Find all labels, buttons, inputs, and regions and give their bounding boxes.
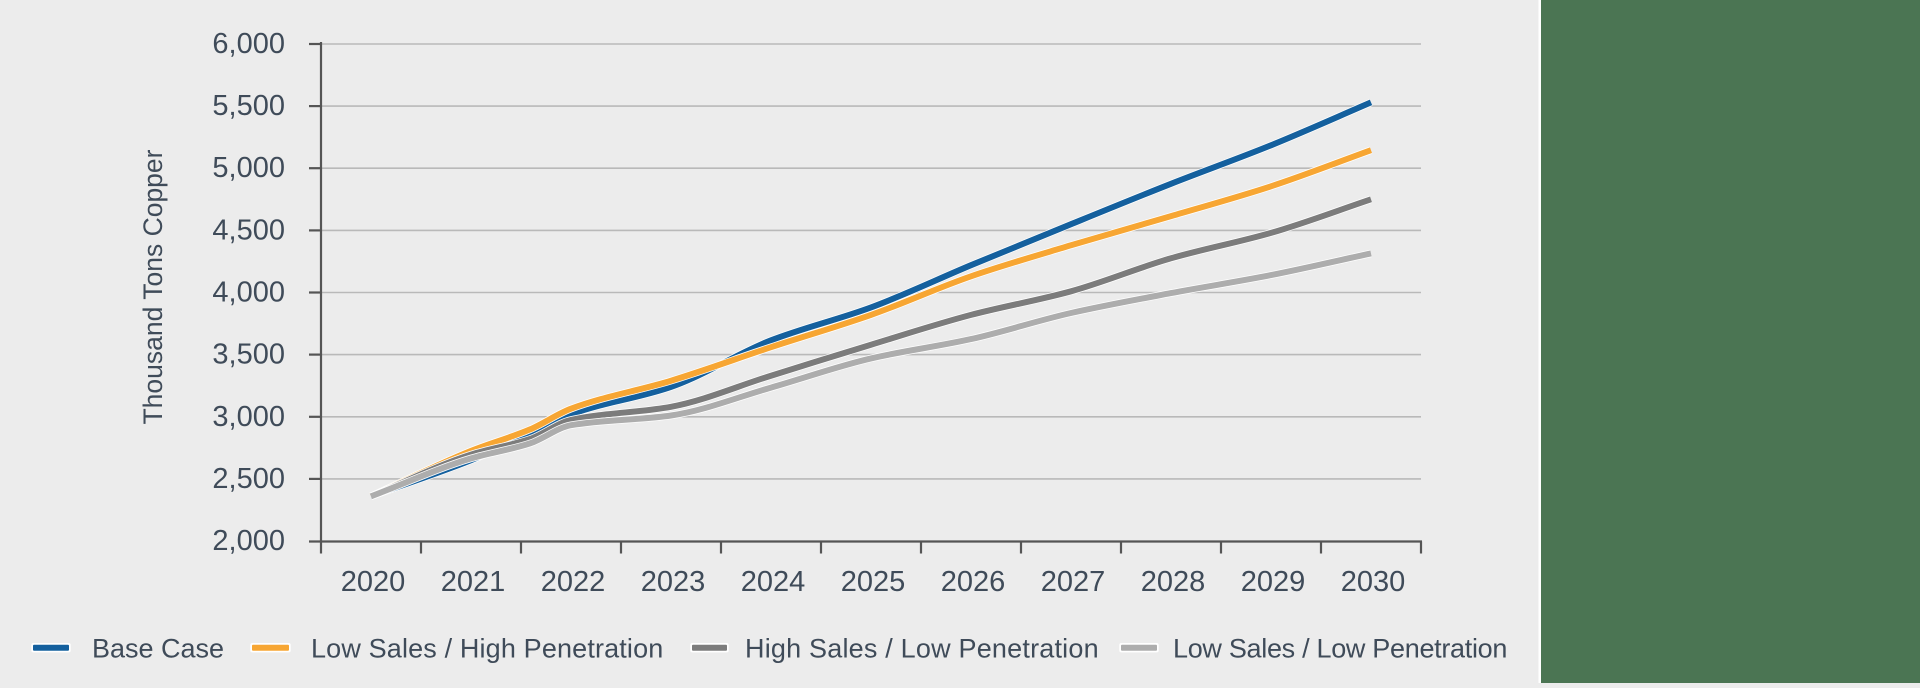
- svg-text:2026: 2026: [941, 566, 1006, 598]
- svg-text:Low Sales / High Penetration: Low Sales / High Penetration: [311, 634, 663, 664]
- svg-text:2020: 2020: [341, 566, 406, 598]
- svg-text:5,000: 5,000: [212, 152, 285, 184]
- svg-text:2,000: 2,000: [212, 525, 285, 557]
- svg-text:2029: 2029: [1241, 566, 1306, 598]
- svg-text:2022: 2022: [541, 566, 606, 598]
- svg-text:2025: 2025: [841, 566, 906, 598]
- svg-text:6,000: 6,000: [212, 28, 285, 60]
- svg-text:5,500: 5,500: [212, 90, 285, 122]
- svg-text:2021: 2021: [441, 566, 506, 598]
- svg-text:2024: 2024: [741, 566, 806, 598]
- svg-text:High Sales / Low Penetration: High Sales / Low Penetration: [745, 634, 1099, 664]
- svg-text:3,500: 3,500: [212, 339, 285, 371]
- svg-text:2030: 2030: [1341, 566, 1406, 598]
- svg-text:2027: 2027: [1041, 566, 1106, 598]
- svg-text:2028: 2028: [1141, 566, 1206, 598]
- svg-text:Low Sales / Low Penetration: Low Sales / Low Penetration: [1173, 634, 1507, 664]
- svg-text:3,000: 3,000: [212, 401, 285, 433]
- svg-text:2,500: 2,500: [212, 463, 285, 495]
- svg-text:4,000: 4,000: [212, 277, 285, 309]
- svg-text:Base Case: Base Case: [92, 634, 224, 664]
- svg-text:4,500: 4,500: [212, 214, 285, 246]
- svg-text:Thousand Tons Copper: Thousand Tons Copper: [138, 149, 168, 424]
- svg-text:2023: 2023: [641, 566, 706, 598]
